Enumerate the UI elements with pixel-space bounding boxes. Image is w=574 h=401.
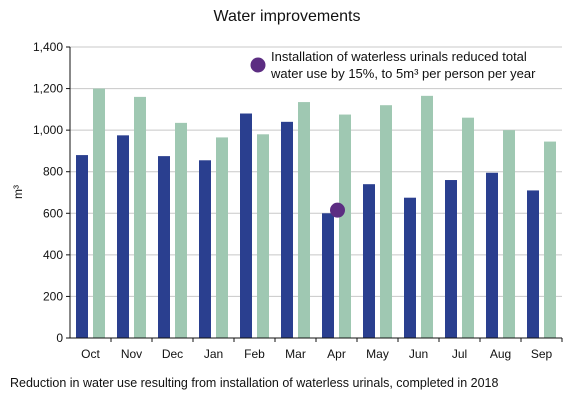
bar-dec-series-2	[175, 122, 187, 338]
x-tick-label: Jun	[409, 347, 428, 361]
y-axis-title: m³	[11, 185, 25, 199]
bar-may-series-1	[363, 184, 375, 338]
bar-dec-series-1	[158, 156, 170, 338]
y-tick-label: 600	[43, 206, 63, 220]
annotation-line-2: water use by 15%, to 5m³ per person per …	[271, 66, 536, 81]
bar-apr-series-1	[322, 213, 334, 338]
x-tick-label: May	[366, 347, 389, 361]
bar-apr-series-2	[339, 114, 351, 338]
annotation-line-1: Installation of waterless urinals reduce…	[271, 49, 527, 64]
x-tick-label: Oct	[81, 347, 100, 361]
x-tick-label: Dec	[162, 347, 183, 361]
annotation-legend-marker	[250, 57, 266, 73]
y-tick-label: 1,400	[33, 40, 63, 54]
bar-oct-series-2	[93, 88, 105, 338]
y-tick-label: 400	[43, 248, 63, 262]
bar-aug-series-2	[503, 130, 515, 338]
x-tick-label: Mar	[285, 347, 306, 361]
bar-may-series-2	[380, 105, 392, 338]
bar-jul-series-1	[445, 180, 457, 338]
bar-feb-series-2	[257, 134, 269, 338]
chart-caption: Reduction in water use resulting from in…	[10, 376, 499, 390]
bar-jun-series-1	[404, 197, 416, 338]
y-tick-label: 1,200	[33, 82, 63, 96]
annotation-marker-layer	[250, 57, 345, 218]
bar-mar-series-2	[298, 102, 310, 338]
gridlines	[70, 46, 562, 297]
x-tick-label: Jan	[204, 347, 223, 361]
bar-nov-series-1	[117, 135, 129, 338]
bar-jan-series-2	[216, 137, 228, 338]
x-tick-label: Jul	[452, 347, 467, 361]
axes: 0 200 400 600 800 1,000 1,200 1,400 Oct Nov Dec Jan…	[33, 40, 563, 361]
bar-jul-series-2	[462, 117, 474, 339]
x-tick-label: Nov	[121, 347, 142, 361]
x-tick-label: Apr	[327, 347, 346, 361]
bar-jun-series-2	[421, 95, 433, 338]
y-tick-label: 800	[43, 165, 63, 179]
bars	[76, 88, 556, 339]
bar-feb-series-1	[240, 113, 252, 338]
x-tick-label: Aug	[490, 347, 511, 361]
annotation-marker-apr	[330, 202, 345, 218]
y-tick-label: 1,000	[33, 123, 63, 137]
bar-mar-series-1	[281, 121, 293, 338]
bar-oct-series-1	[76, 155, 88, 338]
bar-nov-series-2	[134, 96, 146, 338]
bar-sep-series-2	[544, 141, 556, 338]
annotation-text: Installation of waterless urinals reduce…	[271, 48, 571, 82]
y-tick-label: 200	[43, 289, 63, 303]
bar-sep-series-1	[527, 190, 539, 338]
y-tick-label: 0	[56, 331, 63, 345]
x-tick-label: Feb	[244, 347, 265, 361]
bar-jan-series-1	[199, 160, 211, 338]
x-tick-label: Sep	[531, 347, 553, 361]
bar-aug-series-1	[486, 172, 498, 338]
chart-title: Water improvements	[213, 8, 361, 25]
